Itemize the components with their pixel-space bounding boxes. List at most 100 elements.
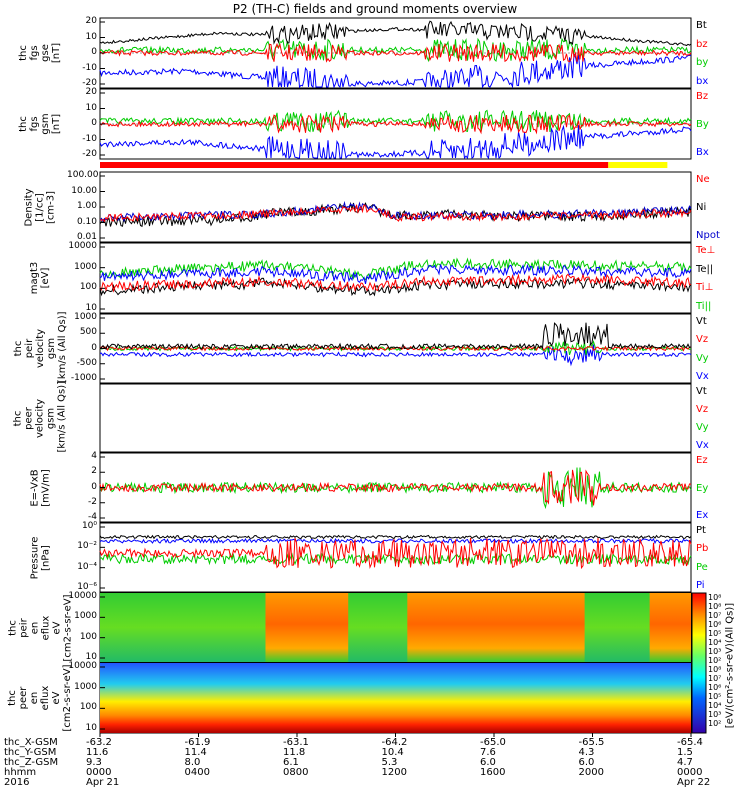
ylabel-line: thc xyxy=(18,45,29,61)
legend-by: By xyxy=(696,119,709,130)
mode-bar-yellow xyxy=(608,162,668,168)
y-tick-label: 0 xyxy=(91,118,97,128)
colorbar-tick: 10² xyxy=(708,656,722,665)
bz-trace xyxy=(99,114,692,135)
colorbar-tick: 10³ xyxy=(708,647,722,656)
y-tick-label: 10 xyxy=(85,723,97,733)
legend-pi: Pi xyxy=(696,580,705,591)
legend-vy: Vy xyxy=(696,422,709,433)
legend-vx: Vx xyxy=(696,371,709,382)
colorbar-tick: 10⁵ xyxy=(708,692,722,701)
legend-bx: bx xyxy=(696,76,709,87)
pi-trace xyxy=(99,537,692,545)
footer-value: 6.0 xyxy=(578,757,595,768)
y-tick-label: 20 xyxy=(85,87,97,97)
y-tick-label: 10 xyxy=(85,652,97,662)
ez-trace xyxy=(99,469,692,506)
footer-value: 6.1 xyxy=(283,757,299,768)
electron-spectrogram xyxy=(100,663,691,733)
y-tick-label: -500 xyxy=(76,357,97,368)
ylabel-line: thc xyxy=(18,116,29,132)
colorbar xyxy=(691,592,707,734)
panel-frame-peer_vel xyxy=(99,383,692,453)
colorbar-tick: 10⁴ xyxy=(708,701,722,710)
y-tick-label: -20 xyxy=(82,78,97,88)
panel-ylabel-peir_spec: thc peir en eflux eV [cm2-s-sr-eV] xyxy=(7,593,73,662)
legend-ti⊥: Ti⊥ xyxy=(696,282,714,294)
pt-trace xyxy=(99,534,692,540)
ylabel-line: thc xyxy=(12,410,24,426)
colorbar-label: [eV/(cm²-s-sr-eV)(All Qs)] xyxy=(724,602,736,729)
tipar-trace xyxy=(99,257,692,281)
ylabel-line: gsm xyxy=(45,407,57,429)
footer-row-label: 2016 xyxy=(4,777,30,788)
y-tick-label: 0 xyxy=(91,47,97,57)
footer-value: 1.5 xyxy=(677,747,693,758)
footer-value: 8.0 xyxy=(184,757,201,768)
y-tick-label: 10000 xyxy=(68,241,97,251)
footer-value: -61.9 xyxy=(184,737,211,748)
panel-ylabel-temp: magt3 [eV] xyxy=(29,243,51,313)
ylabel-line: fgs xyxy=(29,45,40,61)
ylabel-line: thc xyxy=(12,340,24,357)
footer-row-label: thc_Y-GSM xyxy=(4,747,57,758)
ion-spectrogram-band xyxy=(265,593,349,662)
ylabel-line: eflux xyxy=(40,685,51,711)
footer-value: 2000 xyxy=(578,767,604,778)
mode-bar-red xyxy=(100,162,609,168)
y-tick-label: -4 xyxy=(88,512,97,522)
ion-spectrogram-band xyxy=(407,593,585,662)
colorbar-tick: 10⁸ xyxy=(708,593,722,602)
legend-vz: Vz xyxy=(696,334,709,346)
panel-frame-temp xyxy=(99,242,692,314)
footer-value: -63.2 xyxy=(86,737,112,748)
legend-bt: Bt xyxy=(696,20,707,31)
ylabel-line: [km/s (All Qs)] xyxy=(56,311,68,383)
footer-value: 6.0 xyxy=(480,757,496,768)
y-tick-label: 1.00 xyxy=(76,201,97,211)
footer-value: -63.1 xyxy=(283,737,309,748)
ylabel-line: [cm2-s-sr-eV] xyxy=(62,593,73,662)
y-tick-label: -2 xyxy=(88,496,97,507)
ylabel-line: [cm-3] xyxy=(45,190,57,224)
legend-pt: Pt xyxy=(696,525,706,536)
ylabel-line: [nT] xyxy=(51,113,62,135)
y-tick-label: 1000 xyxy=(74,611,97,622)
y-tick-label: 500 xyxy=(79,327,97,338)
legend-bx: Bx xyxy=(696,147,709,158)
footer-value: 0000 xyxy=(86,767,112,778)
colorbar-tick: 10⁴ xyxy=(708,638,722,647)
colorbar-tick: 10⁸ xyxy=(708,602,722,611)
panel-frame-density xyxy=(99,171,692,243)
footer-value: -65.4 xyxy=(677,737,703,748)
ylabel-line: peer xyxy=(18,686,29,710)
legend-ey: Ey xyxy=(696,482,709,494)
colorbar-tick: 10⁶ xyxy=(708,683,722,692)
footer-value: 11.4 xyxy=(184,747,207,758)
y-tick-label: -1000 xyxy=(70,373,97,383)
bz-trace xyxy=(99,42,692,63)
footer-value: 0400 xyxy=(184,767,210,778)
y-tick-label: -10 xyxy=(82,133,97,144)
footer-value: 4.7 xyxy=(677,757,693,768)
footer-value: 9.3 xyxy=(86,757,102,768)
colorbar-tick: 10⁸ xyxy=(708,665,722,674)
legend-bz: bz xyxy=(696,38,708,50)
tepar-trace xyxy=(99,277,692,297)
ylabel-line: eV xyxy=(51,691,62,705)
ylabel-line: [km/s (All Qs)] xyxy=(56,380,68,452)
ylabel-line: gse xyxy=(40,44,51,62)
legend-vt: Vt xyxy=(696,316,707,327)
ion-spectrogram-background xyxy=(100,593,691,662)
legend-te||: Te|| xyxy=(696,263,714,275)
ylabel-line: E=-VxB xyxy=(29,468,40,507)
panel-ylabel-fgs_gse: thc fgs gse [nT] xyxy=(18,18,62,88)
ylabel-line: en xyxy=(29,691,40,705)
legend-vz: Vz xyxy=(696,404,709,415)
footer-value: Apr 22 xyxy=(677,777,711,788)
legend-by: by xyxy=(696,57,709,69)
y-tick-label: 100 xyxy=(79,702,97,713)
ylabel-line: eflux xyxy=(40,615,51,640)
colorbar-tick: 10⁷ xyxy=(708,674,722,683)
